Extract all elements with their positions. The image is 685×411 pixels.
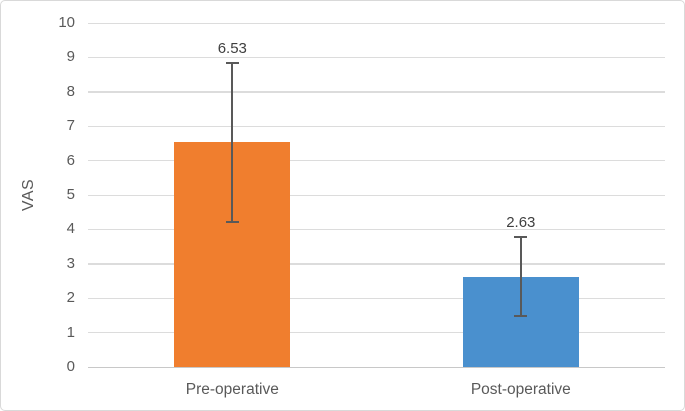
y-tick-label: 9 bbox=[66, 48, 75, 66]
error-bar-cap-top bbox=[514, 236, 528, 238]
gridline bbox=[88, 228, 665, 231]
gridline bbox=[88, 125, 665, 128]
data-label: 6.53 bbox=[217, 39, 247, 57]
y-tick-label: 4 bbox=[66, 220, 75, 238]
error-bar-line bbox=[231, 62, 234, 223]
y-tick-label: 7 bbox=[66, 117, 75, 135]
error-bar-cap-bottom bbox=[514, 315, 528, 318]
gridline bbox=[88, 297, 665, 300]
data-label: 2.63 bbox=[506, 214, 536, 231]
gridline bbox=[88, 194, 665, 196]
gridline bbox=[88, 56, 665, 59]
y-tick-label: 0 bbox=[66, 358, 75, 375]
error-bar-cap-top bbox=[225, 61, 239, 64]
gridline bbox=[88, 91, 665, 93]
gridline bbox=[88, 160, 665, 162]
gridline bbox=[88, 332, 665, 334]
gridline bbox=[88, 263, 665, 265]
y-tick-label: 2 bbox=[66, 289, 75, 307]
y-tick-label: 10 bbox=[58, 14, 75, 31]
x-category-label: Post-operative bbox=[470, 381, 571, 398]
error-bar-cap-bottom bbox=[225, 221, 239, 224]
y-tick-label: 6 bbox=[66, 151, 75, 169]
y-tick-label: 8 bbox=[66, 82, 75, 100]
error-bar-line bbox=[519, 237, 522, 317]
y-tick-label: 3 bbox=[66, 254, 75, 272]
y-tick-label: 1 bbox=[66, 323, 75, 341]
x-axis-line bbox=[88, 366, 665, 368]
gridline bbox=[88, 22, 665, 24]
x-category-label: Pre-operative bbox=[185, 381, 279, 398]
y-tick-label: 5 bbox=[66, 186, 75, 203]
